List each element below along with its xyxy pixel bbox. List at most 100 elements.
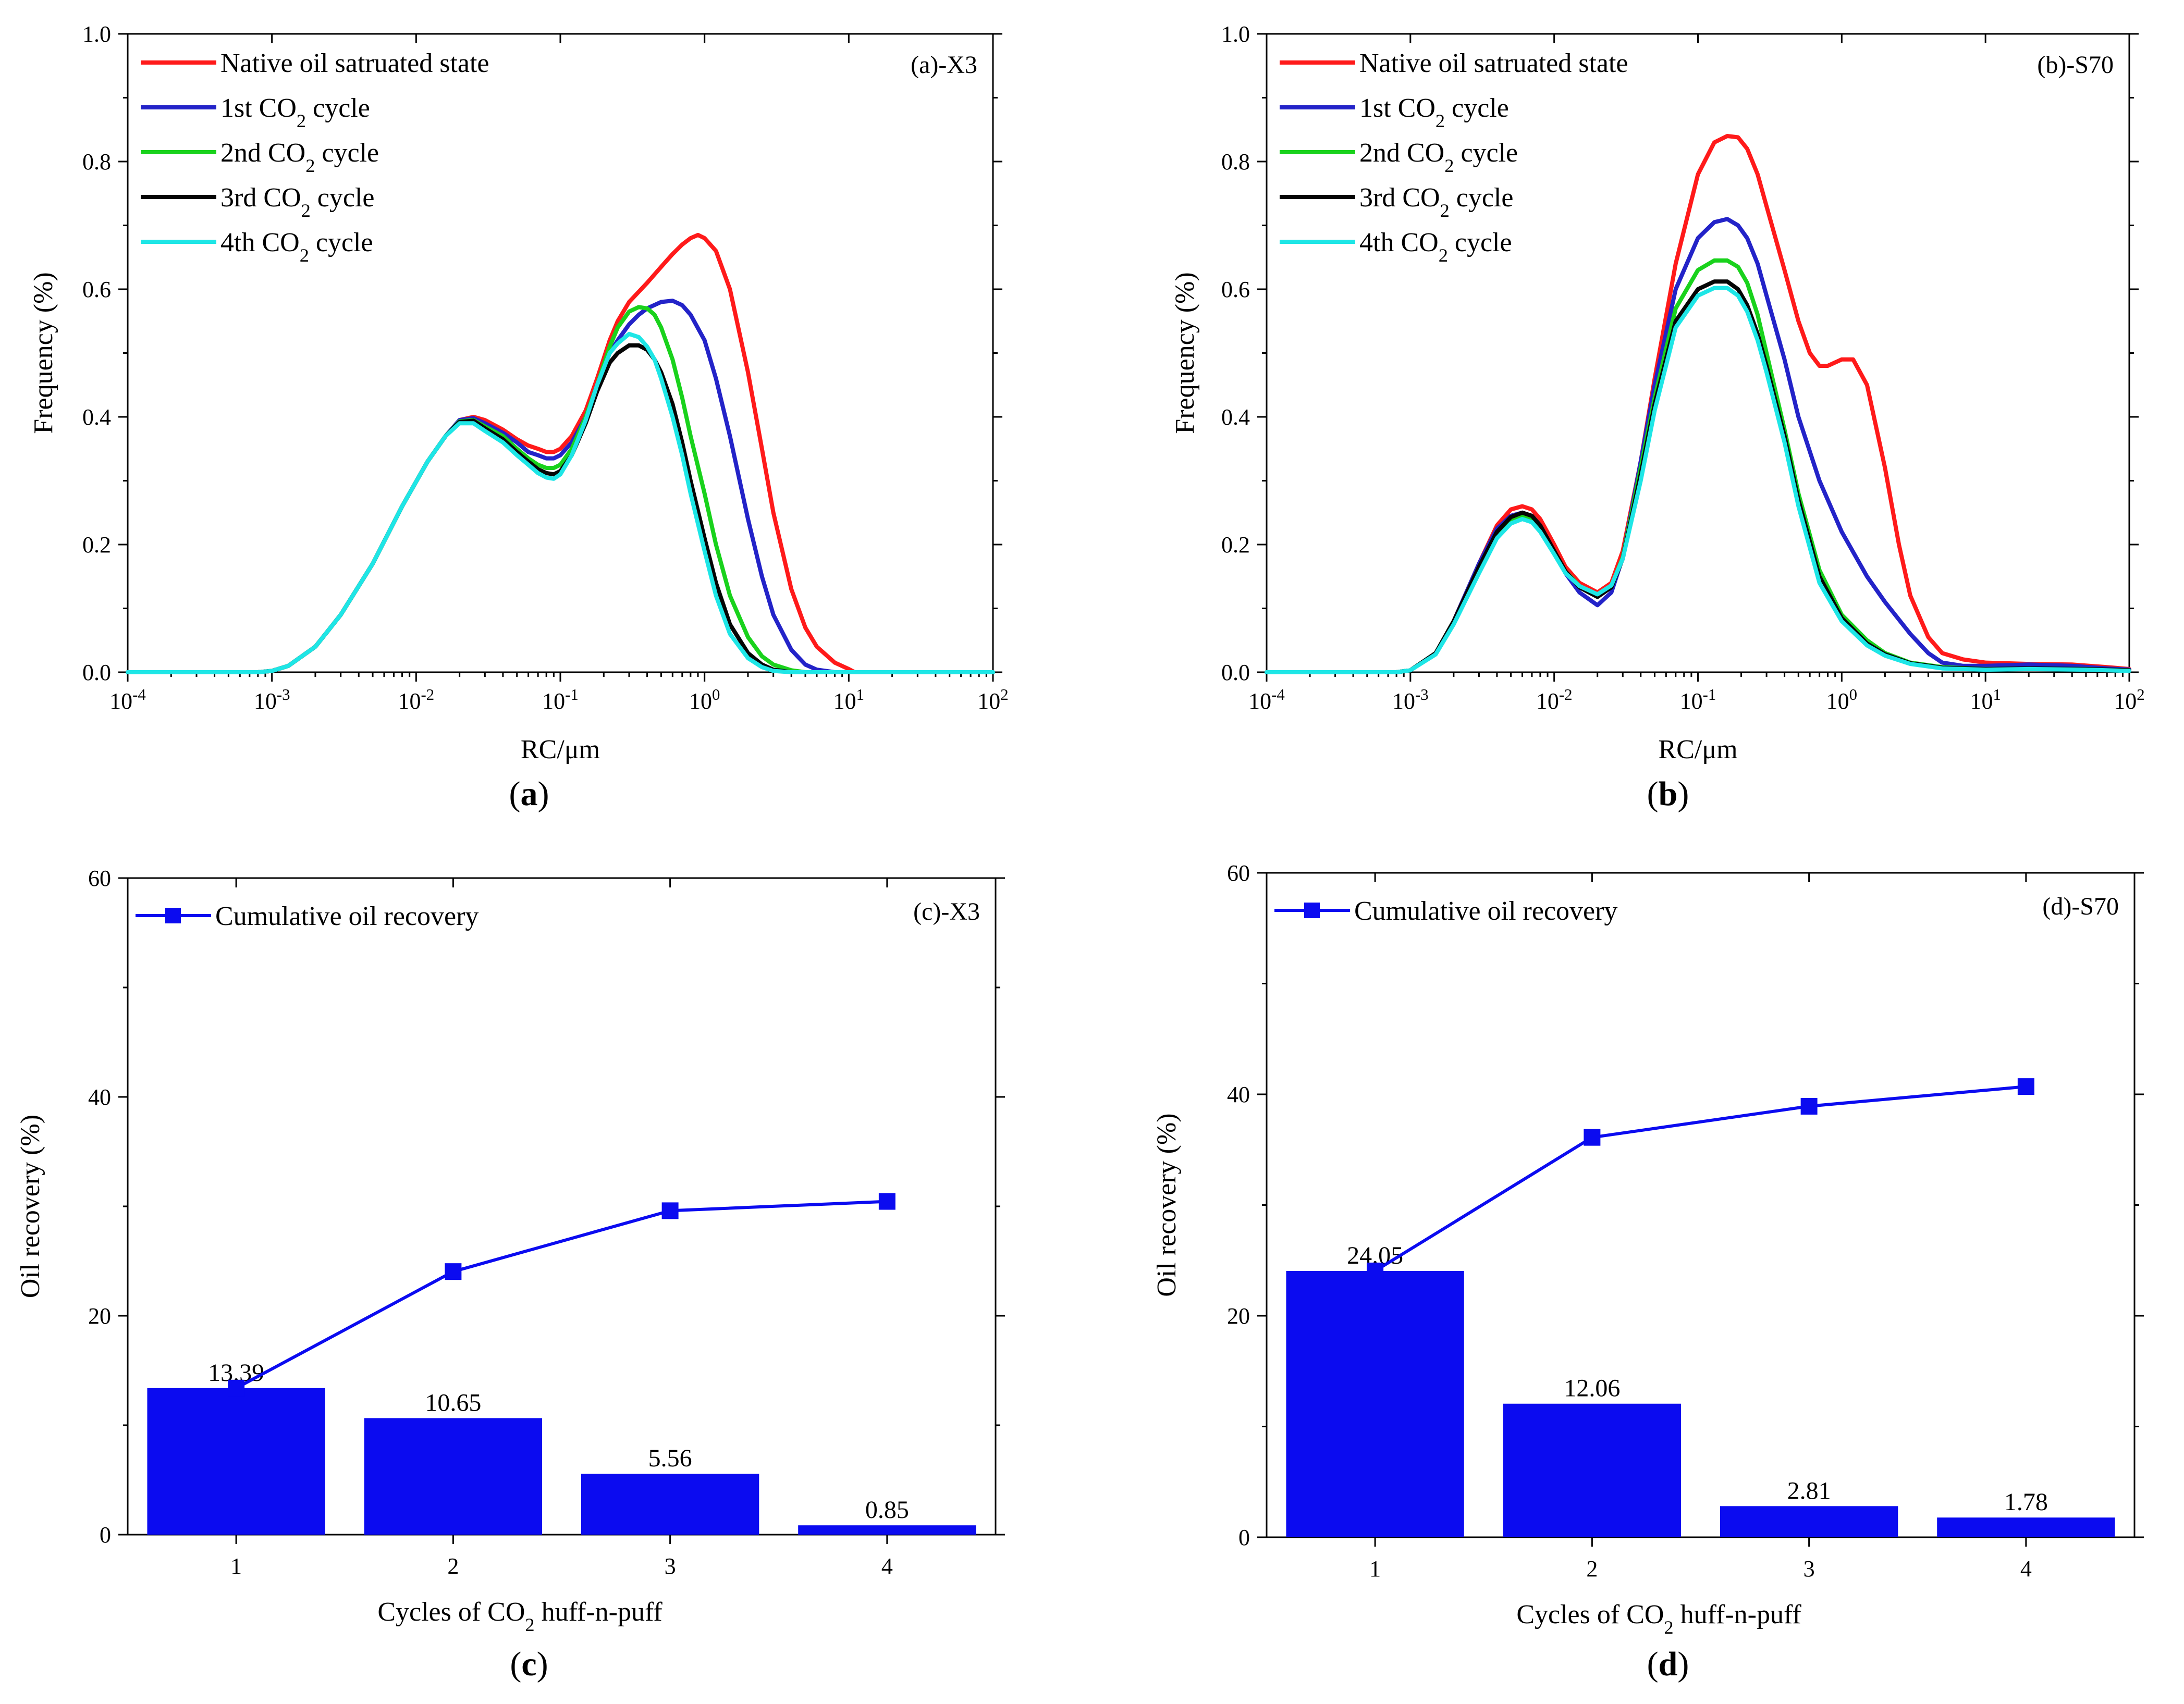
y-tick-label: 1.0: [1221, 21, 1250, 47]
chart-panel-a: 10-4 10-3 10-2 10-1 100 101 1020.00.20.40.60.8…: [29, 21, 1009, 813]
panel-caption: (d): [1647, 1645, 1689, 1683]
legend-label-c2-sub: 2: [305, 155, 315, 176]
series-line-c2: [126, 305, 995, 674]
legend-label-c2: 2nd CO2 cycle: [1359, 138, 1518, 176]
legend-label-c4-tail: cycle: [309, 228, 373, 257]
y-axis-label: Oil recovery (%): [16, 1115, 45, 1298]
cumulative-marker: [878, 1193, 895, 1210]
caption-letter: d: [1659, 1645, 1678, 1683]
x-axis-label-main: Cycles of CO: [1516, 1600, 1664, 1629]
y-axis-label: Frequency (%): [1170, 272, 1200, 434]
cumulative-marker: [661, 1202, 679, 1219]
x-tick-exp: 1: [856, 686, 864, 703]
cumulative-marker: [1584, 1129, 1601, 1146]
x-tick-label: 10-2: [1536, 686, 1573, 714]
y-tick-label: 0: [1238, 1525, 1250, 1550]
series-line-c2: [1265, 258, 2131, 674]
x-tick-base: 10: [689, 688, 712, 714]
legend-label-c3: 3rd CO2 cycle: [1359, 183, 1513, 221]
x-tick-base: 10: [977, 688, 1000, 714]
x-tick-exp: -2: [1559, 686, 1573, 703]
cumulative-marker: [2017, 1078, 2034, 1095]
x-tick-label: 10-3: [1392, 686, 1429, 714]
bar-cycle-4: [798, 1525, 976, 1535]
y-tick-label: 0.6: [1221, 277, 1250, 302]
panel-tag: (d)-S70: [2042, 893, 2119, 920]
x-tick-label: 102: [2114, 686, 2144, 714]
y-tick-label: 0.4: [82, 404, 111, 430]
legend-label-c2-sub: 2: [1444, 155, 1454, 176]
legend-label-c1-tail: cycle: [306, 93, 370, 123]
panel-caption: (a): [509, 775, 549, 813]
bar-cycle-1: [1286, 1270, 1464, 1537]
legend-label: Cumulative oil recovery: [1354, 896, 1617, 926]
cumulative-marker: [1800, 1097, 1818, 1115]
x-tick-base: 10: [1248, 688, 1271, 714]
y-tick-label: 0.0: [82, 660, 111, 685]
legend-label-c2-main: 2nd CO: [1359, 138, 1444, 168]
caption-close: ): [537, 1645, 548, 1683]
plot-frame: [127, 33, 994, 673]
y-tick-label: 60: [88, 866, 111, 891]
bar-data-label: 1.78: [2004, 1488, 2048, 1516]
panel-caption: (c): [510, 1645, 548, 1683]
x-tick-label: 10-2: [398, 686, 435, 714]
legend-label-c3-main: 3rd CO: [220, 183, 301, 213]
chart-panel-b: 10-4 10-3 10-2 10-1 100 101 1020.00.20.40.60.8…: [1170, 21, 2145, 813]
y-tick-label: 0.6: [82, 277, 111, 302]
x-tick-exp: 0: [1849, 686, 1857, 703]
legend-label-c4-sub: 2: [1439, 245, 1448, 266]
x-tick-label: 10-4: [1248, 686, 1285, 714]
x-tick-label: 101: [833, 686, 864, 714]
y-tick-label: 60: [1227, 860, 1250, 886]
legend-label-c1-sub: 2: [297, 110, 306, 131]
legend-label-c1: 1st CO2 cycle: [220, 93, 370, 131]
y-tick-label: 0.2: [82, 532, 111, 558]
cumulative-recovery-line: [1374, 1085, 2027, 1273]
x-tick-base: 10: [542, 688, 565, 714]
plot-frame: [1266, 33, 2130, 673]
y-tick-label: 0.0: [1221, 660, 1250, 685]
x-tick-label: 4: [2020, 1556, 2032, 1582]
legend-swatch-marker: [1304, 903, 1320, 918]
series-line-native: [1265, 134, 2131, 674]
legend-label-c4: 4th CO2 cycle: [220, 228, 373, 266]
bar-data-label: 12.06: [1564, 1375, 1620, 1402]
legend-label-c3-tail: cycle: [1450, 183, 1514, 213]
legend-label-native: Native oil satruated state: [1359, 48, 1628, 78]
panel-caption: (b): [1647, 775, 1689, 813]
y-axis-label: Oil recovery (%): [1152, 1113, 1182, 1296]
y-tick-label: 0: [100, 1522, 111, 1548]
legend-label-native-main: Native oil satruated state: [220, 48, 489, 78]
legend-label-c1-main: 1st CO: [1359, 93, 1435, 123]
x-tick-label: 3: [665, 1553, 676, 1579]
x-tick-base: 10: [1392, 688, 1415, 714]
legend-label-c4: 4th CO2 cycle: [1359, 228, 1512, 266]
x-tick-label: 3: [1803, 1556, 1815, 1582]
x-axis-label-tail: huff-n-puff: [535, 1597, 663, 1627]
x-tick-base: 10: [1970, 688, 1993, 714]
x-tick-exp: -3: [277, 686, 290, 703]
bar-cycle-2: [1503, 1403, 1682, 1537]
x-axis-label-main: Cycles of CO: [377, 1597, 525, 1627]
legend-label-c3-sub: 2: [301, 200, 311, 221]
y-tick-label: 0.8: [82, 149, 111, 175]
x-tick-label: 10-4: [109, 686, 146, 714]
x-tick-exp: 1: [1993, 686, 2001, 703]
legend-label-native-main: Native oil satruated state: [1359, 48, 1628, 78]
legend-label-c3: 3rd CO2 cycle: [220, 183, 374, 221]
x-tick-label: 4: [881, 1553, 893, 1579]
x-tick-label: 1: [230, 1553, 242, 1579]
x-tick-base: 10: [254, 688, 277, 714]
x-tick-label: 10-3: [254, 686, 290, 714]
caption-open: (: [1647, 775, 1659, 813]
x-tick-label: 101: [1970, 686, 2001, 714]
legend-label-c2-main: 2nd CO: [220, 138, 305, 168]
y-tick-label: 1.0: [82, 21, 111, 47]
caption-open: (: [1647, 1645, 1659, 1683]
bar-data-label: 5.56: [648, 1444, 692, 1472]
x-tick-exp: -1: [1703, 686, 1716, 703]
panel-tag: (c)-X3: [913, 898, 980, 925]
x-tick-label: 10-1: [1680, 686, 1716, 714]
legend-label-c1: 1st CO2 cycle: [1359, 93, 1509, 131]
